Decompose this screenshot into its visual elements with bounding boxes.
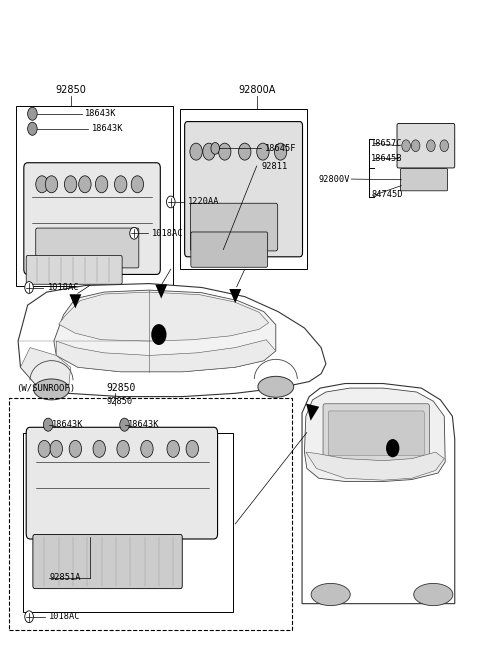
Polygon shape xyxy=(304,388,445,482)
Circle shape xyxy=(131,176,144,193)
Polygon shape xyxy=(18,283,326,397)
Circle shape xyxy=(167,196,175,208)
FancyBboxPatch shape xyxy=(397,123,455,168)
FancyBboxPatch shape xyxy=(400,169,447,191)
Text: 92851A: 92851A xyxy=(49,573,81,582)
Polygon shape xyxy=(56,340,276,372)
Polygon shape xyxy=(54,290,276,372)
Polygon shape xyxy=(306,403,319,420)
Circle shape xyxy=(43,418,53,431)
FancyBboxPatch shape xyxy=(323,404,430,461)
Circle shape xyxy=(440,140,448,152)
Text: 92800V: 92800V xyxy=(319,174,350,184)
Text: 1018AC: 1018AC xyxy=(152,229,183,237)
Bar xyxy=(180,109,307,269)
Circle shape xyxy=(203,143,215,160)
Circle shape xyxy=(96,176,108,193)
FancyBboxPatch shape xyxy=(191,232,268,267)
Text: (W/SUNROOF): (W/SUNROOF) xyxy=(16,384,75,394)
Circle shape xyxy=(186,440,199,457)
Text: 92850: 92850 xyxy=(55,85,86,95)
Text: 18643K: 18643K xyxy=(51,420,83,429)
Circle shape xyxy=(79,176,91,193)
Circle shape xyxy=(239,143,251,160)
Polygon shape xyxy=(302,384,455,604)
Circle shape xyxy=(190,143,202,160)
FancyBboxPatch shape xyxy=(24,163,160,274)
Circle shape xyxy=(167,440,180,457)
FancyBboxPatch shape xyxy=(185,121,302,256)
Bar xyxy=(23,432,233,612)
Text: 92811: 92811 xyxy=(262,161,288,171)
Text: 18643K: 18643K xyxy=(128,420,159,429)
Text: 18643K: 18643K xyxy=(85,110,117,118)
Circle shape xyxy=(28,122,37,135)
FancyBboxPatch shape xyxy=(36,228,139,268)
Text: 84745D: 84745D xyxy=(371,190,403,199)
Text: 92850: 92850 xyxy=(107,397,132,405)
Circle shape xyxy=(211,142,219,154)
Circle shape xyxy=(257,143,269,160)
Circle shape xyxy=(120,418,129,431)
FancyBboxPatch shape xyxy=(191,203,278,251)
Circle shape xyxy=(45,176,58,193)
Circle shape xyxy=(115,176,127,193)
FancyBboxPatch shape xyxy=(328,411,424,455)
Circle shape xyxy=(275,143,287,160)
FancyBboxPatch shape xyxy=(33,535,182,588)
Circle shape xyxy=(28,107,37,120)
Text: 18643K: 18643K xyxy=(92,124,123,133)
Circle shape xyxy=(141,440,153,457)
Text: 92850: 92850 xyxy=(107,383,136,394)
Text: 92800A: 92800A xyxy=(238,85,276,95)
Ellipse shape xyxy=(311,583,350,605)
Ellipse shape xyxy=(34,379,70,400)
Polygon shape xyxy=(59,292,269,341)
Bar xyxy=(16,106,173,285)
Ellipse shape xyxy=(414,583,453,605)
Circle shape xyxy=(411,140,420,152)
Circle shape xyxy=(38,440,50,457)
Text: 1018AC: 1018AC xyxy=(49,612,81,621)
Circle shape xyxy=(218,143,231,160)
Circle shape xyxy=(69,440,82,457)
Circle shape xyxy=(25,611,34,623)
Circle shape xyxy=(50,440,62,457)
Circle shape xyxy=(151,324,167,345)
Text: 1018AC: 1018AC xyxy=(48,283,79,292)
Text: 18657C: 18657C xyxy=(371,139,403,148)
Circle shape xyxy=(427,140,435,152)
Circle shape xyxy=(386,439,399,457)
Circle shape xyxy=(64,176,77,193)
Bar xyxy=(9,398,292,630)
Circle shape xyxy=(25,281,34,293)
Polygon shape xyxy=(70,295,81,308)
Circle shape xyxy=(93,440,106,457)
Ellipse shape xyxy=(258,377,294,398)
Text: 18645F: 18645F xyxy=(265,144,297,153)
Circle shape xyxy=(402,140,410,152)
Polygon shape xyxy=(306,452,444,480)
Circle shape xyxy=(36,176,48,193)
FancyBboxPatch shape xyxy=(26,427,217,539)
Circle shape xyxy=(130,228,138,239)
Circle shape xyxy=(117,440,129,457)
Text: 18645B: 18645B xyxy=(371,154,403,163)
Polygon shape xyxy=(156,285,167,298)
Text: 1220AA: 1220AA xyxy=(188,197,219,207)
Polygon shape xyxy=(229,289,241,303)
Polygon shape xyxy=(21,348,71,394)
FancyBboxPatch shape xyxy=(26,255,122,284)
